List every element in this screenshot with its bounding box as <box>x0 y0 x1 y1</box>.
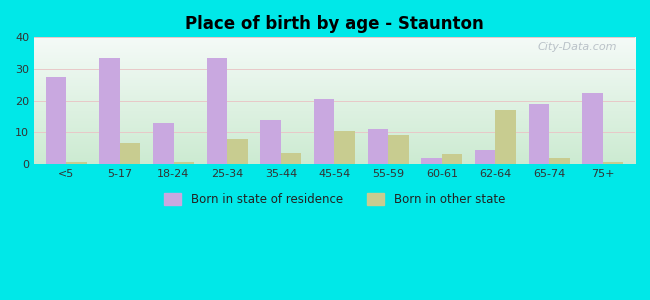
Bar <box>335 131 355 164</box>
Bar <box>261 120 281 164</box>
Bar <box>207 58 227 164</box>
Bar <box>388 135 409 164</box>
Bar <box>314 99 335 164</box>
Bar <box>549 158 569 164</box>
Bar <box>495 110 516 164</box>
Bar <box>368 129 388 164</box>
Bar <box>281 153 301 164</box>
Bar <box>475 150 495 164</box>
Bar <box>603 162 623 164</box>
Bar <box>582 93 603 164</box>
Bar <box>46 77 66 164</box>
Bar <box>66 162 86 164</box>
Bar <box>528 104 549 164</box>
Bar <box>99 58 120 164</box>
Bar <box>421 158 442 164</box>
Bar <box>442 154 462 164</box>
Bar <box>227 139 248 164</box>
Bar <box>153 123 174 164</box>
Text: City-Data.com: City-Data.com <box>538 42 617 52</box>
Title: Place of birth by age - Staunton: Place of birth by age - Staunton <box>185 15 484 33</box>
Bar <box>174 162 194 164</box>
Legend: Born in state of residence, Born in other state: Born in state of residence, Born in othe… <box>159 189 510 211</box>
Bar <box>120 143 140 164</box>
